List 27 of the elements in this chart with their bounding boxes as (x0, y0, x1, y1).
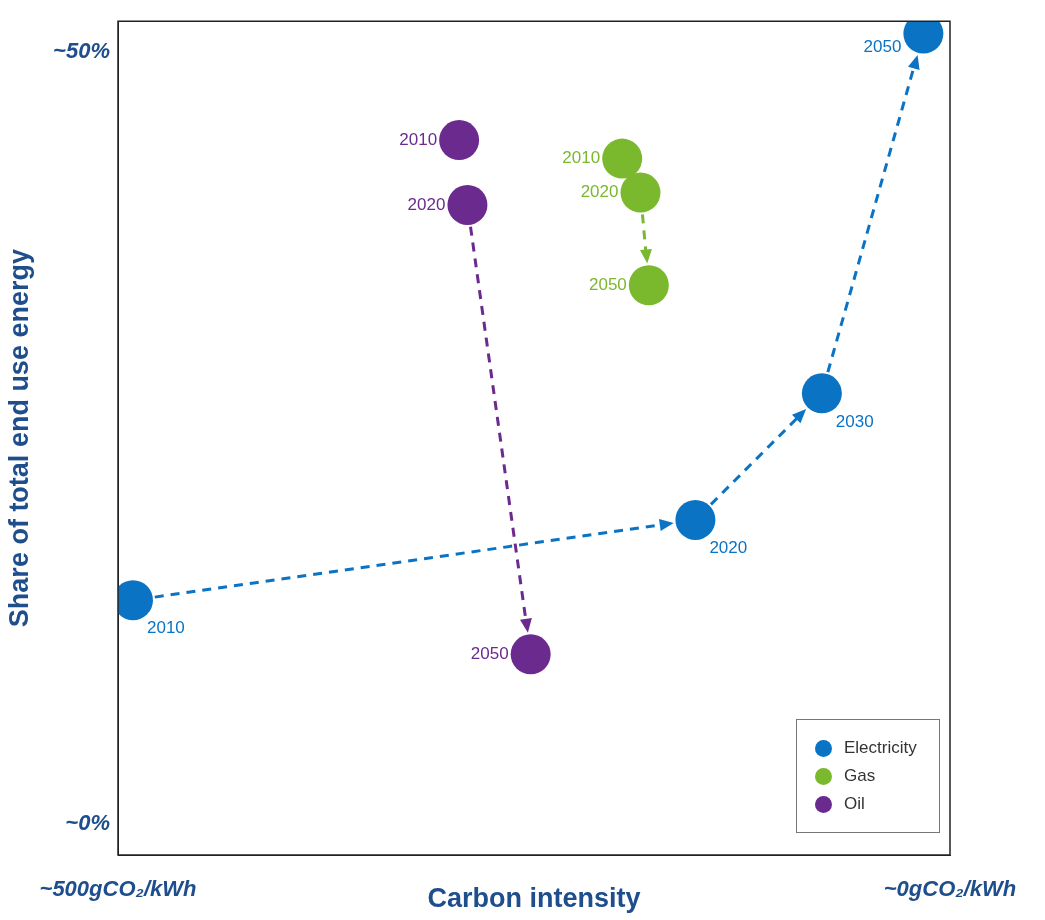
annotation: 2010 (146, 618, 185, 638)
annotation: 2010 (562, 148, 601, 168)
point (439, 120, 480, 161)
point (510, 634, 551, 675)
x-tick-label: ~0gCO₂/kWh (883, 876, 1017, 902)
legend-label: Oil (844, 794, 865, 814)
annotation: 2050 (588, 274, 627, 294)
annotation: 2050 (863, 37, 902, 57)
y-tick-label: ~0% (65, 810, 110, 836)
annotation: 2010 (399, 129, 438, 149)
annotation: 2030 (835, 411, 874, 431)
y-tick-label: ~50% (53, 38, 110, 64)
x-axis-title: Carbon intensity (427, 883, 641, 914)
point (602, 138, 643, 179)
legend-label: Gas (844, 766, 876, 786)
annotation: 2020 (407, 194, 446, 214)
point (620, 172, 661, 213)
point (628, 265, 669, 306)
annotation: 2020 (709, 538, 748, 558)
point (801, 373, 842, 414)
legend-label: Electricity (844, 738, 917, 758)
point (675, 499, 716, 540)
y-axis-title: Share of total end use energy (3, 249, 34, 628)
point (447, 184, 488, 225)
x-tick-label: ~500gCO₂/kWh (39, 876, 197, 902)
annotation: 2050 (470, 643, 509, 663)
annotation: 2020 (580, 182, 619, 202)
